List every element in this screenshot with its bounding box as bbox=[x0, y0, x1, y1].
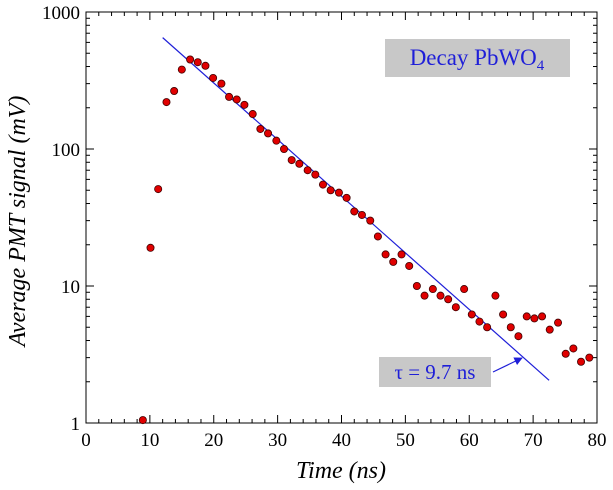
y-tick-label: 10 bbox=[61, 277, 80, 298]
data-point bbox=[256, 124, 265, 133]
data-point bbox=[209, 73, 218, 82]
tau-annotation-arrow bbox=[492, 357, 523, 373]
data-point bbox=[475, 317, 484, 326]
data-point bbox=[287, 156, 296, 165]
data-point bbox=[350, 207, 359, 216]
data-point bbox=[342, 193, 351, 202]
data-point bbox=[217, 79, 226, 88]
x-tick-label: 80 bbox=[588, 430, 607, 451]
data-point bbox=[577, 357, 586, 366]
data-point bbox=[499, 310, 508, 319]
data-point bbox=[467, 310, 476, 319]
data-point bbox=[303, 166, 312, 175]
data-point bbox=[506, 323, 515, 332]
data-point bbox=[444, 295, 453, 304]
data-point bbox=[232, 95, 241, 104]
data-point bbox=[420, 291, 429, 300]
data-point bbox=[272, 136, 281, 145]
data-point bbox=[530, 314, 539, 323]
data-point bbox=[177, 65, 186, 74]
data-point bbox=[412, 281, 421, 290]
y-axis-label: Average PMT signal (mV) bbox=[5, 96, 31, 349]
data-point bbox=[248, 110, 257, 119]
data-point bbox=[389, 257, 398, 266]
data-point bbox=[436, 291, 445, 300]
data-point bbox=[451, 303, 460, 312]
x-tick-label: 50 bbox=[396, 430, 415, 451]
data-point bbox=[554, 318, 563, 327]
x-tick-label: 30 bbox=[268, 430, 287, 451]
data-point bbox=[405, 261, 414, 270]
y-axis-ticks: 1 10 100 1000 bbox=[42, 3, 597, 435]
data-point bbox=[357, 210, 366, 219]
data-point bbox=[201, 61, 210, 70]
title-label: Decay PbWO4 bbox=[410, 45, 545, 74]
data-point bbox=[373, 232, 382, 241]
tau-annotation-background bbox=[379, 357, 491, 387]
x-tick-label: 20 bbox=[204, 430, 223, 451]
data-point bbox=[138, 416, 147, 425]
data-points bbox=[138, 55, 594, 425]
data-point bbox=[193, 58, 202, 67]
data-point bbox=[538, 312, 547, 321]
data-point bbox=[397, 250, 406, 259]
data-point bbox=[561, 349, 570, 358]
y-tick-label: 100 bbox=[52, 140, 81, 161]
x-tick-label: 70 bbox=[524, 430, 543, 451]
data-point bbox=[225, 92, 234, 101]
data-point bbox=[280, 144, 289, 153]
data-point bbox=[428, 285, 437, 294]
data-point bbox=[326, 186, 335, 195]
x-tick-label: 60 bbox=[460, 430, 479, 451]
data-point bbox=[186, 55, 195, 64]
tau-annotation: τ = 9.7 ns bbox=[379, 357, 523, 387]
x-tick-label: 0 bbox=[81, 430, 91, 451]
data-point bbox=[545, 325, 554, 334]
data-point bbox=[318, 180, 327, 189]
x-axis-ticks: 0 10 20 30 40 50 60 70 80 bbox=[81, 12, 607, 451]
title-label-box: Decay PbWO4 bbox=[385, 39, 570, 77]
title-label-background bbox=[385, 39, 570, 77]
data-point bbox=[585, 353, 594, 362]
title-label-main: Decay PbWO bbox=[410, 45, 537, 70]
tau-annotation-label: τ = 9.7 ns bbox=[395, 360, 476, 384]
title-label-subscript: 4 bbox=[537, 58, 545, 74]
x-tick-label: 10 bbox=[140, 430, 159, 451]
data-point bbox=[381, 250, 390, 259]
data-point bbox=[264, 129, 273, 138]
data-point bbox=[514, 332, 523, 341]
data-point bbox=[460, 285, 469, 294]
y-tick-label: 1 bbox=[71, 414, 81, 435]
data-point bbox=[311, 170, 320, 179]
data-point bbox=[240, 100, 249, 109]
data-point bbox=[366, 216, 375, 225]
data-point bbox=[146, 243, 155, 252]
x-axis-label: Time (ns) bbox=[296, 458, 386, 484]
x-tick-label: 40 bbox=[332, 430, 351, 451]
data-point bbox=[522, 312, 531, 321]
data-point bbox=[334, 188, 343, 197]
data-point bbox=[295, 159, 304, 168]
data-point bbox=[154, 185, 163, 194]
data-point bbox=[491, 291, 500, 300]
y-tick-label: 1000 bbox=[42, 3, 80, 24]
data-point bbox=[170, 87, 179, 96]
data-point bbox=[162, 98, 171, 107]
data-point bbox=[483, 323, 492, 332]
data-point bbox=[569, 344, 578, 353]
